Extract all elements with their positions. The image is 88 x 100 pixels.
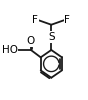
Text: S: S bbox=[48, 32, 55, 42]
Text: HO: HO bbox=[2, 45, 18, 55]
Text: F: F bbox=[64, 15, 70, 25]
Text: O: O bbox=[27, 36, 35, 46]
Text: F: F bbox=[32, 15, 38, 25]
